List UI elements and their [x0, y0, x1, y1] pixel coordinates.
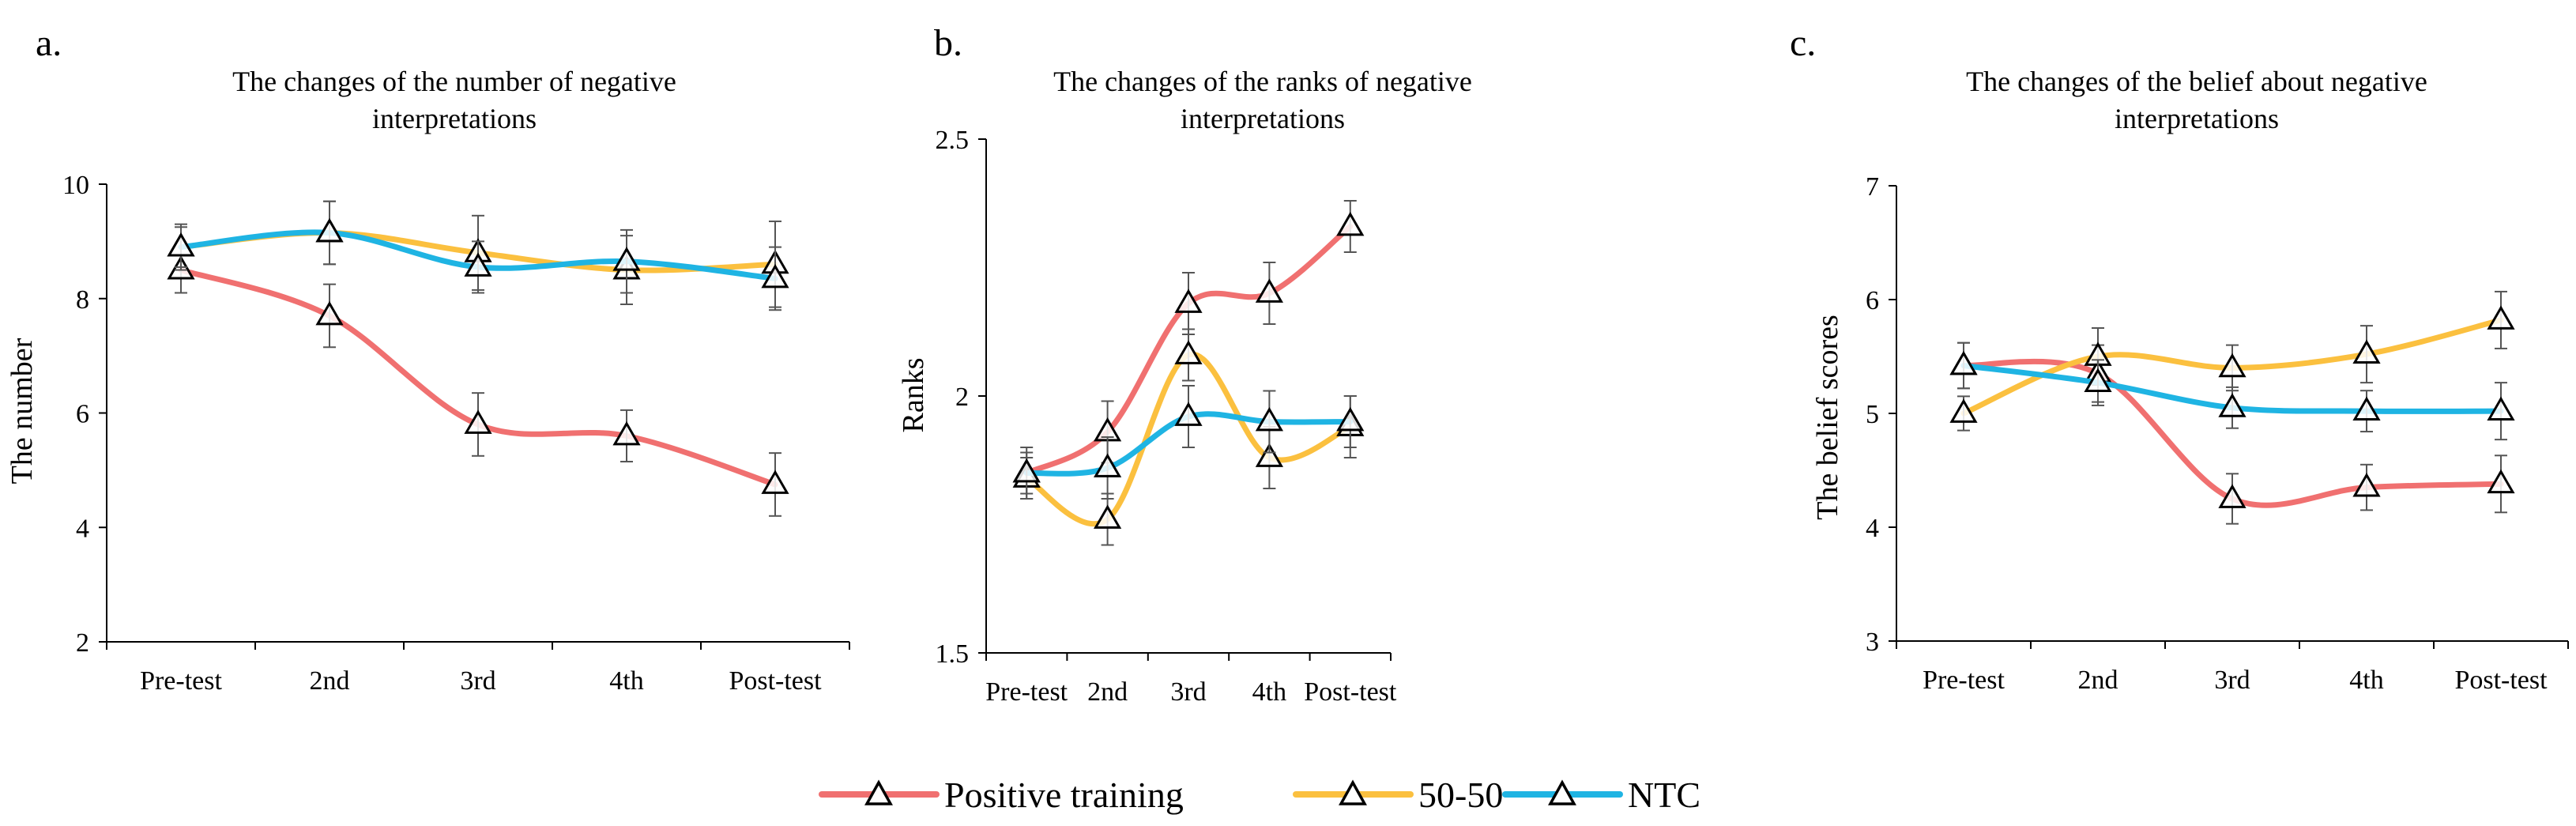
series-positive-training: [167, 246, 789, 517]
triangle-marker-icon: [1548, 779, 1576, 805]
chart-title-line-2: interpretations: [372, 103, 537, 134]
x-tick-label: 2nd: [1087, 677, 1128, 707]
chart-title-line-1: The changes of the ranks of negative: [1053, 66, 1472, 97]
y-tick-label: 6: [76, 400, 89, 429]
data-point-marker: [2352, 472, 2381, 497]
panel-b: b. The changes of the ranks of negative …: [897, 22, 1472, 707]
data-point-marker: [1949, 350, 1978, 375]
data-point-marker: [1255, 278, 1283, 303]
data-point-marker: [1174, 340, 1203, 364]
legend: Positive training 50-50 NTC: [819, 775, 1700, 815]
x-tick-label: Pre-test: [1923, 666, 2005, 695]
y-axis-title: Ranks: [897, 358, 930, 433]
series-layer: [1012, 200, 1365, 546]
y-axis-title: The number: [6, 338, 39, 484]
chart-title-line-2: interpretations: [2115, 103, 2279, 134]
x-tick-label: 3rd: [2214, 666, 2250, 695]
y-tick-label: 5: [1866, 400, 1879, 429]
panel-label: c.: [1790, 22, 1816, 64]
data-point-marker: [1336, 406, 1365, 432]
y-tick-label: 3: [1866, 628, 1879, 657]
tick-layer: 3 4 5 6 7 Pre-test 2nd 3rd 4th Post-test: [1866, 172, 2569, 695]
panel-a: a. The changes of the number of negative…: [6, 22, 850, 696]
triangle-marker-icon: [1339, 779, 1367, 805]
data-point-marker: [2352, 396, 2381, 421]
legend-item-ntc: NTC: [1502, 775, 1700, 815]
series-layer: [167, 200, 789, 517]
legend-item-positive-training: Positive training: [819, 775, 1184, 815]
data-point-marker: [1012, 458, 1041, 483]
x-tick-label: Post-test: [2454, 666, 2548, 695]
legend-label: Positive training: [944, 775, 1184, 815]
data-point-marker: [315, 217, 344, 243]
y-tick-label: 1.5: [936, 639, 970, 669]
x-tick-label: 4th: [2349, 666, 2383, 695]
data-point-marker: [612, 247, 641, 271]
x-tick-label: 2nd: [2078, 666, 2118, 695]
y-tick-label: 2: [955, 383, 969, 412]
series-ntc: [1949, 341, 2515, 441]
data-point-marker: [761, 263, 789, 289]
data-point-marker: [1336, 211, 1365, 236]
data-point-marker: [2218, 484, 2246, 508]
x-tick-label: Pre-test: [985, 677, 1068, 707]
legend-label: NTC: [1628, 775, 1700, 815]
x-tick-label: Post-test: [729, 666, 822, 696]
series-ntc: [167, 200, 789, 311]
data-point-marker: [761, 470, 789, 494]
x-tick-label: Post-test: [1304, 677, 1397, 707]
x-tick-label: 4th: [1252, 677, 1286, 707]
chart-title-line-1: The changes of the number of negative: [232, 66, 676, 97]
data-point-marker: [167, 232, 195, 257]
data-point-marker: [464, 252, 492, 277]
data-point-marker: [1255, 443, 1283, 467]
data-point-marker: [2218, 393, 2246, 417]
data-point-marker: [315, 300, 344, 326]
panel-label: a.: [36, 22, 62, 64]
y-tick-label: 6: [1866, 286, 1879, 315]
data-point-marker: [2352, 339, 2381, 364]
legend-label: 50-50: [1418, 775, 1503, 815]
panel-c: c. The changes of the belief about negat…: [1790, 22, 2569, 695]
x-tick-label: 2nd: [310, 666, 350, 696]
y-tick-label: 10: [62, 171, 89, 200]
data-point-marker: [1174, 402, 1203, 426]
data-point-marker: [1174, 289, 1203, 313]
data-point-marker: [612, 421, 641, 446]
x-tick-label: 3rd: [1170, 677, 1206, 707]
x-tick-label: 3rd: [460, 666, 495, 696]
data-point-marker: [1255, 406, 1283, 432]
y-tick-label: 2: [76, 628, 89, 658]
data-point-marker: [2487, 396, 2515, 421]
series-layer: [1949, 290, 2515, 525]
y-tick-label: 7: [1866, 172, 1879, 202]
tick-layer: 2 4 6 8 10 Pre-test 2nd 3rd 4th Post-test: [62, 171, 850, 696]
chart-title-line-2: interpretations: [1181, 103, 1345, 134]
tick-layer: 1.5 2 2.5 Pre-test 2nd 3rd 4th Post-test: [936, 126, 1397, 707]
data-point-marker: [2218, 353, 2246, 378]
data-point-marker: [2084, 368, 2112, 393]
chart-title-line-1: The changes of the belief about negative: [1966, 66, 2427, 97]
data-point-marker: [2487, 305, 2515, 330]
x-tick-label: Pre-test: [140, 666, 222, 696]
data-point-marker: [1094, 453, 1122, 477]
data-point-marker: [1949, 398, 1978, 423]
data-point-marker: [2487, 469, 2515, 494]
data-point-marker: [464, 409, 492, 434]
triangle-marker-icon: [864, 779, 893, 805]
panel-label: b.: [934, 22, 962, 64]
y-tick-label: 4: [1866, 514, 1879, 543]
y-axis-title: The belief scores: [1811, 315, 1844, 520]
data-point-marker: [1094, 504, 1122, 529]
legend-item-50-50: 50-50: [1293, 775, 1503, 815]
y-tick-label: 2.5: [936, 126, 970, 155]
y-tick-label: 8: [76, 285, 89, 315]
x-tick-label: 4th: [609, 666, 643, 696]
series-ntc: [1012, 385, 1365, 500]
y-tick-label: 4: [76, 514, 89, 543]
